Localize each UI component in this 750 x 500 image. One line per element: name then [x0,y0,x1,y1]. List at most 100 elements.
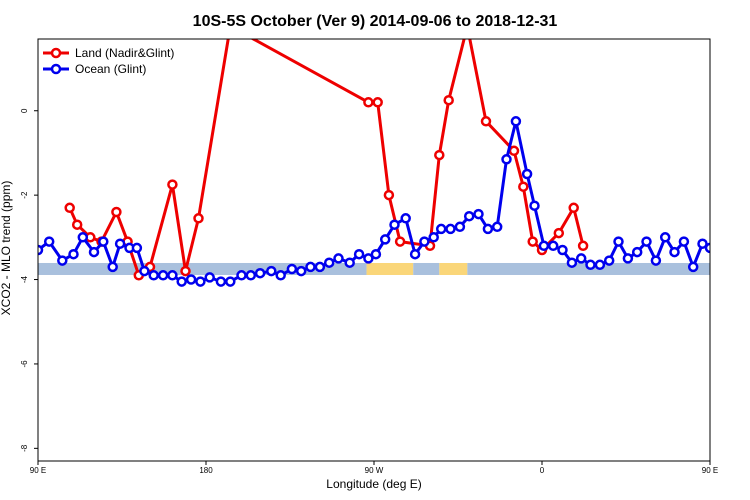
data-point [400,213,411,224]
x-tick-label: 90 E [30,466,46,475]
data-point [557,244,568,256]
data-point [521,168,533,180]
data-point [454,221,466,233]
data-point [363,253,374,264]
data-point [157,270,169,281]
data-point [372,97,383,108]
data-point [527,236,538,247]
data-point [88,246,100,258]
data-point [363,97,374,108]
data-point [510,116,522,127]
data-point [434,149,445,161]
data-point [107,261,118,273]
data-point [266,265,277,277]
series-line [68,39,585,277]
data-point [603,255,615,266]
data-point [409,248,421,260]
data-point [538,240,550,252]
data-point [114,238,126,249]
data-point [463,210,475,222]
data-point [286,263,298,275]
data-point [167,270,178,281]
data-point [64,202,75,214]
data-point [193,213,204,224]
data-point [314,261,326,273]
data-point [501,154,512,165]
data-point [445,223,456,235]
data-point [669,246,680,258]
data-point [394,236,406,247]
data-point [568,202,579,214]
x-axis: 90 E 180 90 W 0 90 E [30,461,718,475]
data-point [353,248,365,260]
y-tick-label: -4 [20,275,29,283]
y-axis-label: XCO2 - MLO trend (ppm) [0,181,13,316]
data-point [215,276,227,287]
data-point [428,232,439,243]
data-point [323,257,335,268]
y-tick-label: -8 [20,444,29,452]
data-point [185,274,197,285]
data-point [577,240,589,252]
data-point [139,265,150,277]
data-point [38,244,44,256]
data-point [254,267,266,279]
band-segment [413,262,440,275]
data-point [641,236,652,247]
data-point [622,253,634,264]
data-point [204,272,215,283]
data-point [529,200,540,211]
data-point [659,232,671,243]
data-point [480,116,492,127]
data-point [419,236,430,247]
data-point [68,248,79,260]
y-tick-label: 0 [20,108,29,113]
data-point [344,257,355,268]
data-point [98,236,109,247]
data-point [370,248,382,260]
data-point [305,261,316,273]
data-point [148,270,159,281]
legend: Land (Nadir&Glint) Ocean (Glint) [43,46,174,76]
data-point [43,236,55,247]
x-tick-label: 0 [540,466,545,475]
x-tick-label: 180 [199,466,213,475]
data-point [650,255,662,266]
x-tick-label: 90 E [702,466,718,475]
data-point [111,206,122,218]
data-point [333,253,344,264]
x-axis-label: Longitude (deg E) [326,477,421,491]
band-segment [366,262,414,275]
data-point [687,261,699,273]
series-land [64,39,589,281]
data-point [518,181,529,192]
data-point [678,236,690,247]
data-point [443,94,454,106]
data-point [697,238,708,249]
data-point [167,179,178,190]
data-point [585,259,596,271]
series-ocean [38,116,710,287]
data-point [575,253,587,264]
data-point [435,223,447,235]
data-point [594,259,606,271]
data-point [176,276,187,287]
legend-label-land: Land (Nadir&Glint) [75,46,174,60]
data-point [71,219,83,230]
data-point [508,145,520,157]
data-point [553,227,565,239]
data-point [225,276,236,287]
data-point [491,221,503,233]
data-point [704,242,710,254]
chart-title: 10S-5S October (Ver 9) 2014-09-06 to 201… [193,13,558,30]
data-point [482,223,494,235]
y-axis: 0 -2 -4 -6 -8 [20,108,38,452]
y-tick-label: -6 [20,360,29,368]
data-point [631,246,643,258]
data-point [195,276,206,287]
data-point [275,270,286,281]
series-layer [38,39,710,287]
legend-marker-land [50,47,62,59]
band-segment [439,262,468,275]
data-point [473,208,484,220]
